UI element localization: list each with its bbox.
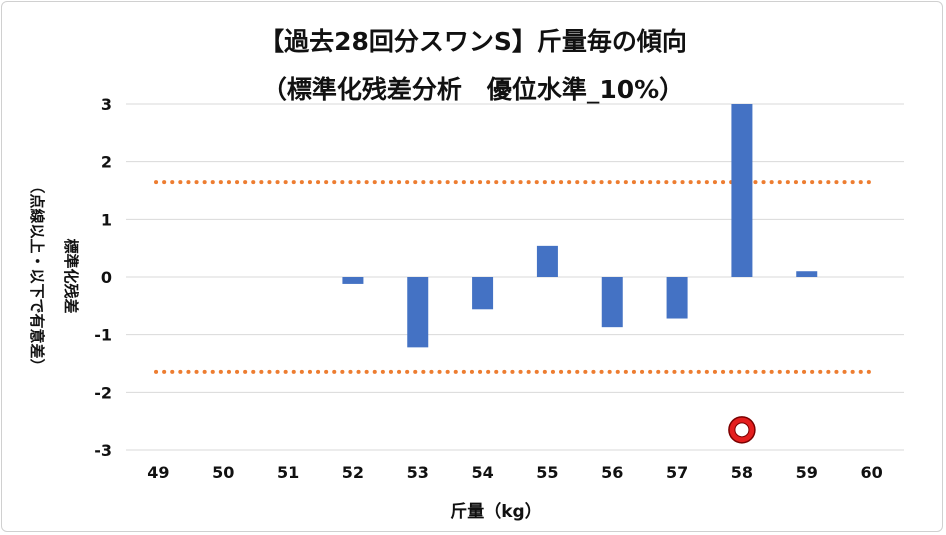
gridlines bbox=[126, 103, 904, 451]
bar-54 bbox=[472, 277, 494, 310]
bar-58 bbox=[731, 104, 753, 277]
chart-title: 【過去28回分スワンS】斤量毎の傾向 bbox=[259, 27, 687, 56]
bars bbox=[342, 104, 818, 348]
x-tick-label: 60 bbox=[860, 463, 882, 482]
y-tick-label: -1 bbox=[94, 326, 112, 345]
y-tick-labels: 3 2 1 0 -1 -2 -3 bbox=[94, 95, 112, 460]
y-axis-label: 標準化残差 （点線以上・以下で有意差） bbox=[28, 178, 80, 373]
x-tick-label: 53 bbox=[407, 463, 429, 482]
y-tick-label: -2 bbox=[94, 383, 112, 402]
bar-57 bbox=[666, 277, 688, 319]
x-tick-label: 50 bbox=[212, 463, 234, 482]
x-tick-label: 52 bbox=[342, 463, 364, 482]
bar-55 bbox=[536, 245, 558, 277]
bar-52 bbox=[342, 277, 364, 284]
bar-56 bbox=[601, 277, 623, 328]
y-axis-label-line1: 標準化残差 bbox=[62, 238, 80, 313]
x-tick-label: 55 bbox=[536, 463, 558, 482]
bar-59 bbox=[796, 271, 818, 277]
x-tick-label: 59 bbox=[796, 463, 818, 482]
threshold-lines bbox=[154, 180, 876, 374]
y-tick-label: 0 bbox=[101, 268, 112, 287]
y-tick-label: 3 bbox=[101, 95, 112, 114]
x-axis-label: 斤量（kg） bbox=[450, 501, 541, 522]
x-tick-label: 58 bbox=[731, 463, 753, 482]
x-tick-label: 49 bbox=[147, 463, 169, 482]
chart-subtitle: （標準化残差分析 優位水準_10%） bbox=[261, 75, 685, 104]
y-tick-label: -3 bbox=[94, 441, 112, 460]
x-tick-label: 51 bbox=[277, 463, 299, 482]
highlight-marker bbox=[728, 416, 756, 444]
y-tick-label: 1 bbox=[101, 210, 112, 229]
x-tick-label: 56 bbox=[601, 463, 623, 482]
y-axis-label-line2: （点線以上・以下で有意差） bbox=[28, 178, 46, 373]
bar-53 bbox=[407, 277, 429, 348]
highlight-ring-inner bbox=[734, 422, 750, 438]
x-tick-labels: 49 50 51 52 53 54 55 56 57 58 59 60 bbox=[147, 463, 882, 482]
x-tick-label: 54 bbox=[471, 463, 493, 482]
y-tick-label: 2 bbox=[101, 153, 112, 172]
x-tick-label: 57 bbox=[666, 463, 688, 482]
